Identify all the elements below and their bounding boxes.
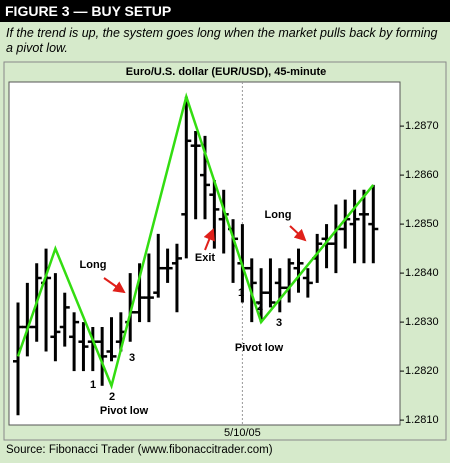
y-tick-label: 1.2840 bbox=[405, 267, 439, 279]
annotation-arrow bbox=[203, 228, 215, 251]
source-note: Source: Fibonacci Trader (www.fibonaccit… bbox=[6, 444, 273, 456]
y-tick-label: 1.2820 bbox=[405, 365, 439, 377]
y-tick-label: 1.2810 bbox=[405, 414, 439, 426]
annotation: Pivot low bbox=[100, 405, 149, 417]
annotation: 1 bbox=[238, 287, 244, 299]
zigzag-line bbox=[16, 92, 375, 390]
chart-title: Euro/U.S. dollar (EUR/USD), 45-minute bbox=[126, 66, 326, 78]
annotation: 2 bbox=[257, 301, 263, 313]
y-tick-label: 1.2850 bbox=[405, 218, 439, 230]
annotation: 3 bbox=[129, 352, 135, 364]
annotation: 1 bbox=[90, 379, 96, 391]
figure-caption: If the trend is up, the system goes long… bbox=[6, 26, 438, 55]
annotation: Long bbox=[80, 259, 107, 271]
annotation-arrow bbox=[103, 277, 126, 294]
annotation: Long bbox=[265, 209, 292, 221]
annotation: Pivot low bbox=[235, 342, 284, 354]
annotation: 2 bbox=[109, 391, 115, 403]
y-tick-label: 1.2860 bbox=[405, 169, 439, 181]
x-tick-label: 5/10/05 bbox=[224, 427, 261, 439]
annotation: 3 bbox=[276, 317, 282, 329]
y-tick-label: 1.2870 bbox=[405, 120, 439, 132]
annotation: Exit bbox=[195, 252, 216, 264]
annotation-arrow bbox=[289, 225, 307, 242]
figure-header: FIGURE 3 — BUY SETUP bbox=[0, 0, 450, 22]
y-tick-label: 1.2830 bbox=[405, 316, 439, 328]
